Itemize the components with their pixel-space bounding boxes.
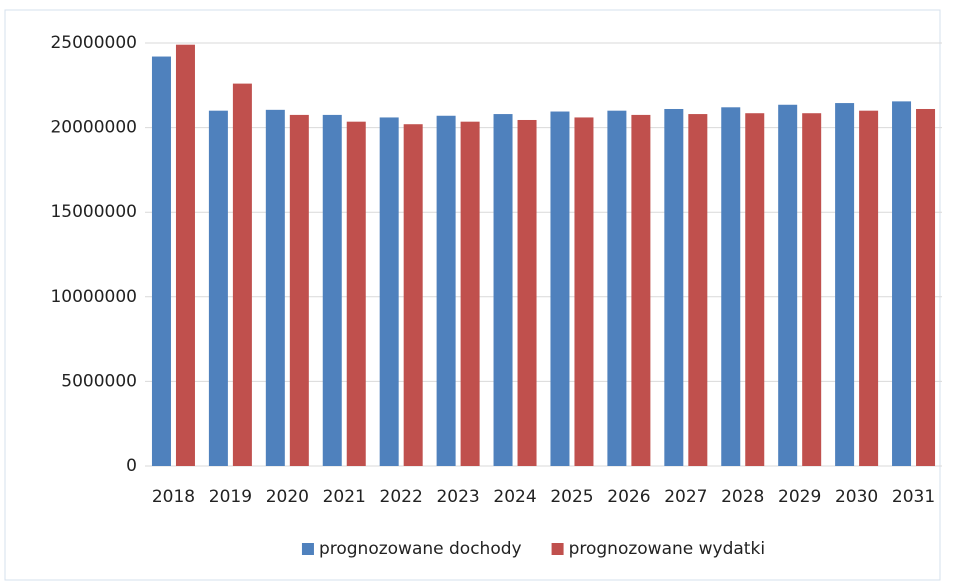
x-tick-label: 2024 [493,487,536,507]
x-tick-label: 2018 [152,487,195,507]
x-tick-label: 2022 [380,487,423,507]
y-tick-label: 25000000 [50,33,137,53]
bar [745,113,765,466]
bar [607,110,627,467]
bar [265,109,285,467]
bar [721,107,741,467]
legend-swatch [301,543,314,555]
bar [631,114,651,466]
y-tick-label: 10000000 [50,287,137,307]
x-tick-label: 2019 [209,487,252,507]
bar [460,121,480,466]
bar [835,103,855,466]
legend-swatch [551,543,564,555]
bar [379,117,399,466]
bar [574,117,594,466]
bar [289,114,309,466]
x-tick-label: 2021 [323,487,366,507]
y-tick-label: 20000000 [50,118,137,138]
x-tick-label: 2031 [892,487,935,507]
bar [208,110,228,467]
bar [175,44,195,466]
bar [517,119,537,467]
bar [346,121,366,466]
x-tick-label: 2026 [607,487,650,507]
bar [322,114,342,466]
bar [778,104,798,467]
x-tick-label: 2027 [664,487,707,507]
x-tick-label: 2020 [266,487,309,507]
x-tick-label: 2025 [550,487,593,507]
legend-label: prognozowane wydatki [569,539,765,559]
bar [859,110,879,467]
x-tick-label: 2023 [436,487,479,507]
bar [151,56,171,466]
bar [232,83,252,466]
bar [802,113,822,466]
x-tick-label: 2029 [778,487,821,507]
bar [664,108,684,466]
bar [892,101,912,467]
legend-label: prognozowane dochody [319,539,522,559]
bar [916,108,936,466]
y-tick-label: 15000000 [50,202,137,222]
x-tick-label: 2030 [835,487,878,507]
bar [493,114,513,467]
bar [688,114,708,467]
x-tick-label: 2028 [721,487,764,507]
bar [403,124,423,466]
y-tick-label: 5000000 [61,371,137,391]
y-tick-label: 0 [126,456,137,476]
bar [550,111,570,466]
bar [436,115,456,467]
